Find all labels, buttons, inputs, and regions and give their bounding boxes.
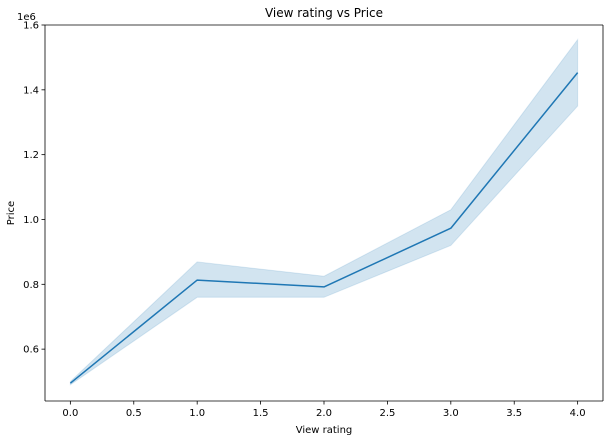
y-tick-label: 1.2 xyxy=(23,150,39,161)
y-tick-label: 1.0 xyxy=(23,215,39,226)
y-tick-label: 0.6 xyxy=(23,345,39,356)
x-tick-label: 4.0 xyxy=(570,408,586,419)
y-tick-label: 1.4 xyxy=(23,85,39,96)
x-tick-label: 3.5 xyxy=(506,408,522,419)
x-tick-label: 0.0 xyxy=(62,408,78,419)
y-tick-label: 1.6 xyxy=(23,21,39,32)
y-axis-label: Price xyxy=(6,201,17,225)
y-tick-label: 0.8 xyxy=(23,280,39,291)
y-offset-label: 1e6 xyxy=(17,12,36,23)
x-axis-label: View rating xyxy=(296,425,353,436)
x-tick-label: 3.0 xyxy=(443,408,459,419)
x-tick-label: 2.5 xyxy=(379,408,395,419)
series-line xyxy=(69,72,579,384)
x-tick-label: 1.5 xyxy=(253,408,269,419)
x-tick-label: 0.5 xyxy=(126,408,142,419)
x-tick-label: 1.0 xyxy=(189,408,205,419)
confidence-band xyxy=(69,38,579,386)
chart-title: View rating vs Price xyxy=(265,6,383,20)
x-tick-label: 2.0 xyxy=(316,408,332,419)
